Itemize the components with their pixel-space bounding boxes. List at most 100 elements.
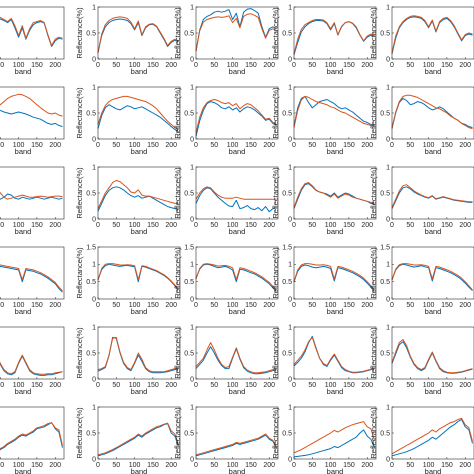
x-tick-label: 200 (49, 62, 61, 69)
x-tick-label: 150 (441, 142, 453, 149)
x-tick-label: 200 (263, 382, 275, 389)
axes-frame (391, 406, 474, 460)
series-line-2 (293, 336, 375, 373)
y-tick-label: 0 (92, 56, 96, 63)
x-tick-label: 100 (227, 222, 239, 229)
series-line-2 (391, 94, 473, 130)
x-tick-label: 100 (423, 142, 435, 149)
x-tick-label: 0 (292, 222, 296, 229)
x-tick-label: 50 (210, 302, 218, 309)
x-axis-label: band (327, 387, 344, 396)
series-line-1 (195, 8, 277, 52)
y-tick-label: 0 (190, 456, 194, 463)
x-tick-label: 150 (343, 462, 355, 469)
series-line-1 (195, 346, 277, 375)
panel-r4-c5: 0 50 100 150 200 0 0.5 1 1.5 band Reflectance(%) (369, 244, 474, 316)
y-tick-label: 0 (92, 296, 96, 303)
series-line-2 (195, 99, 277, 133)
x-axis-label: band (131, 467, 148, 474)
y-axis-label: Reflectance(%) (271, 87, 280, 139)
series-line-2 (0, 354, 63, 375)
series-line-2 (0, 422, 63, 450)
x-axis-label: band (327, 227, 344, 236)
x-tick-label: 100 (325, 462, 337, 469)
y-tick-label: 0 (386, 456, 390, 463)
x-tick-label: 50 (0, 142, 4, 149)
series-line-1 (97, 186, 179, 212)
x-tick-label: 0 (96, 462, 100, 469)
y-tick-label: 1 (386, 262, 390, 269)
x-tick-label: 100 (325, 142, 337, 149)
y-tick-label: 0.5 (184, 190, 194, 197)
x-tick-label: 50 (112, 462, 120, 469)
x-tick-label: 50 (112, 302, 120, 309)
y-tick-label: 0 (288, 56, 292, 63)
y-tick-label: 0 (92, 136, 96, 143)
x-tick-label: 50 (406, 382, 414, 389)
y-tick-label: 0.5 (380, 430, 390, 437)
x-tick-label: 150 (245, 382, 257, 389)
x-axis-label: band (229, 387, 246, 396)
axes-frame (391, 6, 474, 60)
x-tick-label: 100 (129, 62, 141, 69)
x-tick-label: 150 (343, 142, 355, 149)
series-line-1 (391, 16, 473, 54)
x-tick-label: 150 (31, 382, 43, 389)
x-axis-label: band (131, 307, 148, 316)
y-tick-label: 0.5 (380, 350, 390, 357)
axes-frame (293, 406, 377, 460)
y-axis-label: Reflectance(%) (369, 247, 378, 299)
y-axis-label: Reflectance(%) (271, 407, 280, 459)
x-tick-label: 200 (263, 142, 275, 149)
y-tick-label: 0.5 (86, 350, 96, 357)
series-line-1 (0, 355, 63, 376)
y-tick-label: 1 (92, 324, 96, 331)
x-tick-label: 200 (165, 462, 177, 469)
y-tick-label: 0.5 (184, 279, 194, 286)
x-axis-label: band (425, 67, 442, 76)
axes-frame (293, 166, 377, 220)
panel-r6-c5: 0 50 100 150 200 0 0.5 1 band Reflectance(%) (369, 404, 474, 474)
x-tick-label: 100 (227, 62, 239, 69)
panel-r4-c3: 0 50 100 150 200 0 0.5 1 1.5 band Reflectance(%) (173, 244, 279, 316)
x-tick-label: 150 (343, 222, 355, 229)
x-tick-label: 100 (227, 462, 239, 469)
axes-frame (293, 6, 377, 60)
x-tick-label: 150 (441, 222, 453, 229)
x-tick-label: 50 (308, 382, 316, 389)
x-tick-label: 50 (0, 382, 4, 389)
x-tick-label: 50 (210, 62, 218, 69)
panel-r3-c2: 0 50 100 150 200 0 0.5 1 band Reflectance(%) (75, 164, 181, 236)
x-axis-label: band (15, 147, 32, 156)
y-axis-label: Reflectance(%) (173, 407, 182, 459)
series-line-2 (0, 16, 63, 46)
x-tick-label: 50 (112, 62, 120, 69)
y-axis-label: Reflectance(%) (271, 247, 280, 299)
x-tick-label: 150 (245, 222, 257, 229)
series-line-2 (293, 95, 375, 128)
y-axis-label: Reflectance(%) (173, 327, 182, 379)
x-tick-label: 0 (292, 62, 296, 69)
y-tick-label: 1 (386, 4, 390, 11)
y-tick-label: 0 (386, 216, 390, 223)
y-tick-label: 0.5 (184, 430, 194, 437)
series-line-2 (391, 417, 473, 455)
y-tick-label: 1 (92, 84, 96, 91)
x-axis-label: band (229, 147, 246, 156)
y-tick-label: 0.5 (380, 279, 390, 286)
x-tick-label: 200 (165, 62, 177, 69)
x-axis-label: band (15, 307, 32, 316)
x-tick-label: 200 (459, 62, 471, 69)
x-axis-label: band (425, 147, 442, 156)
x-axis-label: band (15, 387, 32, 396)
panel-r3-c5: 0 50 100 150 200 0 0.5 1 band Reflectance(%) (369, 164, 474, 236)
series-line-2 (195, 186, 277, 200)
series-line-2 (391, 263, 473, 291)
panel-r2-c2: 0 50 100 150 200 0 0.5 1 band Reflectance(%) (75, 84, 181, 156)
x-tick-label: 200 (459, 382, 471, 389)
y-tick-label: 1 (288, 4, 292, 11)
series-line-2 (195, 342, 277, 374)
x-axis-label: band (229, 67, 246, 76)
y-tick-label: 0 (190, 376, 194, 383)
x-tick-label: 200 (165, 302, 177, 309)
